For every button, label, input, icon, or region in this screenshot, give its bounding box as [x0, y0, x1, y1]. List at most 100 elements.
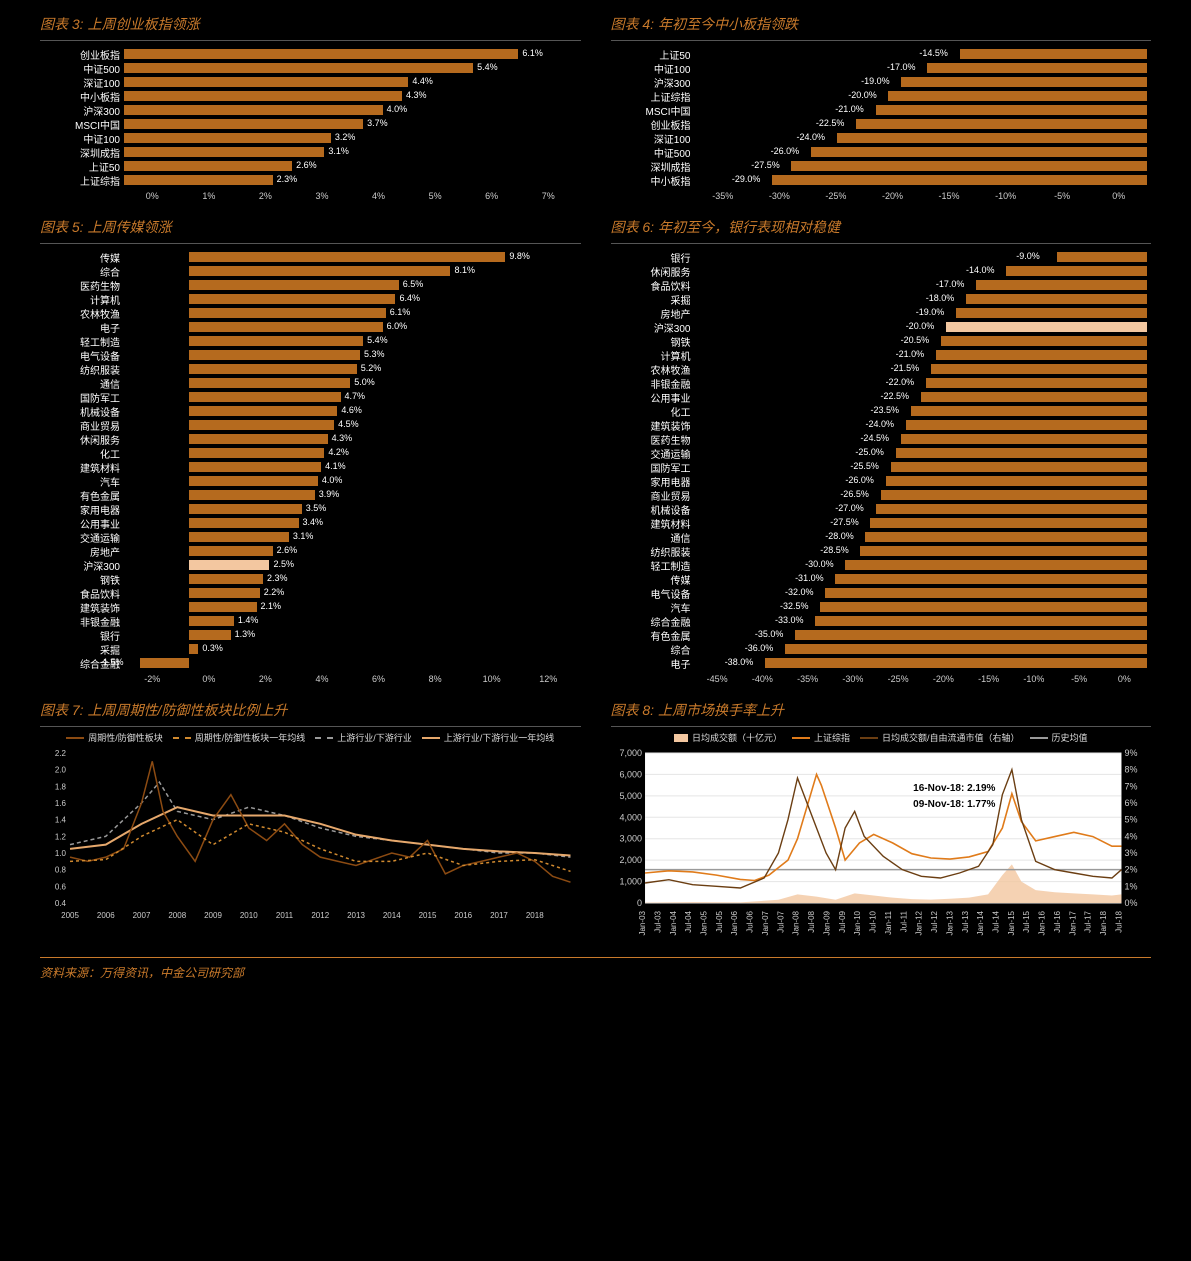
callout: 09-Nov-18: 1.77%	[913, 799, 995, 810]
bar-rect	[815, 616, 1147, 626]
bar-label: 上证综指	[44, 173, 124, 188]
bar-row: 国防军工4.7%	[44, 390, 577, 404]
svg-text:1.4: 1.4	[55, 816, 67, 825]
chart3-title: 图表 3: 上周创业板指领涨	[40, 10, 581, 41]
bar-label: 建筑装饰	[615, 418, 695, 433]
bar-rect	[811, 147, 1147, 157]
svg-text:5,000: 5,000	[619, 791, 642, 801]
svg-text:Jan-12: Jan-12	[914, 910, 923, 935]
svg-text:Jan-11: Jan-11	[883, 910, 892, 934]
bar-value: 4.0%	[387, 104, 408, 114]
bar-rect	[976, 280, 1147, 290]
bar-rect	[124, 133, 331, 143]
svg-text:2005: 2005	[61, 911, 79, 920]
bar-label: 商业贸易	[44, 418, 124, 433]
svg-text:2006: 2006	[97, 911, 115, 920]
bar-label: 轻工制造	[615, 558, 695, 573]
bar-rect	[189, 644, 199, 654]
chart6-panel: 图表 6: 年初至今，银行表现相对稳健 银行-9.0%休闲服务-14.0%食品饮…	[611, 213, 1152, 688]
bar-row: 商业贸易-26.5%	[615, 488, 1148, 502]
svg-text:Jul-11: Jul-11	[899, 910, 908, 932]
x-axis: -45%-40%-35%-30%-25%-20%-15%-10%-5%0%	[615, 674, 1148, 684]
chart3-body: 创业板指6.1%中证5005.4%深证1004.4%中小板指4.3%沪深3004…	[40, 41, 581, 205]
bar-value: -9.0%	[1016, 251, 1056, 261]
svg-text:4%: 4%	[1124, 831, 1137, 841]
bar-value: 1.3%	[235, 629, 256, 639]
svg-text:0.8: 0.8	[55, 866, 67, 875]
callout: 16-Nov-18: 2.19%	[913, 783, 995, 794]
bar-label: 医药生物	[615, 432, 695, 447]
svg-text:Jul-13: Jul-13	[960, 910, 969, 932]
bar-label: 化工	[615, 404, 695, 419]
svg-text:2008: 2008	[168, 911, 186, 920]
bar-label: 医药生物	[44, 278, 124, 293]
bar-label: 沪深300	[615, 75, 695, 90]
bar-row: 电气设备5.3%	[44, 348, 577, 362]
bar-label: 银行	[615, 250, 695, 265]
bar-label: 上证综指	[615, 89, 695, 104]
bar-value: -38.0%	[725, 657, 765, 667]
bar-row: 医药生物 6.5%	[44, 278, 577, 292]
bar-value: 8.1%	[454, 265, 475, 275]
bar-row: 深证1004.4%	[44, 75, 577, 89]
bar-value: 2.3%	[267, 573, 288, 583]
bar-row: 沪深3002.5%	[44, 558, 577, 572]
bar-label: 交通运输	[44, 530, 124, 545]
legend-item: 周期性/防御性板块一年均线	[173, 731, 306, 744]
bar-value: -14.5%	[919, 48, 959, 58]
svg-text:9%: 9%	[1124, 748, 1137, 758]
svg-text:Jul-15: Jul-15	[1022, 910, 1031, 932]
bar-label: 农林牧渔	[44, 306, 124, 321]
bar-value: -27.5%	[751, 160, 791, 170]
svg-text:Jan-10: Jan-10	[853, 910, 862, 935]
svg-text:Jan-04: Jan-04	[668, 910, 677, 935]
bar-label: 银行	[44, 628, 124, 643]
bar-row: 汽车-32.5%	[615, 600, 1148, 614]
legend-item: 日均成交额（十亿元）	[674, 731, 782, 744]
bar-value: -22.5%	[816, 118, 856, 128]
bar-rect	[921, 392, 1147, 402]
bar-rect	[860, 546, 1147, 556]
chart8-body: 01,0002,0003,0004,0005,0006,0007,0000%1%…	[611, 748, 1152, 943]
bar-row: 中证1003.2%	[44, 131, 577, 145]
bar-rect	[189, 448, 325, 458]
svg-text:2007: 2007	[133, 911, 151, 920]
bar-label: 钢铁	[615, 334, 695, 349]
bar-row: 建筑材料4.1%	[44, 460, 577, 474]
bar-value: 5.2%	[361, 363, 382, 373]
x-axis: -35%-30%-25%-20%-15%-10%-5%0%	[615, 191, 1148, 201]
bar-label: 建筑装饰	[44, 600, 124, 615]
bar-label: 交通运输	[615, 446, 695, 461]
svg-text:1%: 1%	[1124, 881, 1137, 891]
chart7-panel: 图表 7: 上周周期性/防御性板块比例上升 周期性/防御性板块周期性/防御性板块…	[40, 696, 581, 943]
svg-text:2015: 2015	[419, 911, 437, 920]
bar-row: 计算机-21.0%	[615, 348, 1148, 362]
svg-text:Jan-09: Jan-09	[822, 910, 831, 935]
svg-text:Jan-08: Jan-08	[791, 910, 800, 935]
bar-row: 通信5.0%	[44, 376, 577, 390]
bar-value: 4.3%	[406, 90, 427, 100]
bar-value: -29.0%	[732, 174, 772, 184]
bar-rect	[888, 91, 1147, 101]
bar-row: 上证50-14.5%	[615, 47, 1148, 61]
bar-value: 3.5%	[306, 503, 327, 513]
bar-row: 有色金属3.9%	[44, 488, 577, 502]
svg-text:0: 0	[637, 898, 642, 908]
svg-text:Jan-17: Jan-17	[1068, 910, 1077, 935]
bar-value: -26.0%	[845, 475, 885, 485]
bar-row: 沪深3004.0%	[44, 103, 577, 117]
svg-text:0.4: 0.4	[55, 899, 67, 908]
bar-row: 家用电器3.5%	[44, 502, 577, 516]
bar-label: 中证100	[615, 61, 695, 76]
bar-value: 6.5%	[403, 279, 424, 289]
bar-value: -33.0%	[775, 615, 815, 625]
bar-value: -20.0%	[848, 90, 888, 100]
svg-text:2013: 2013	[347, 911, 365, 920]
bar-rect	[189, 322, 383, 332]
bar-value: -27.5%	[830, 517, 870, 527]
bar-row: 交通运输-25.0%	[615, 446, 1148, 460]
bar-rect	[785, 644, 1147, 654]
svg-text:8%: 8%	[1124, 765, 1137, 775]
bar-label: 有色金属	[44, 488, 124, 503]
bar-label: 中小板指	[44, 89, 124, 104]
